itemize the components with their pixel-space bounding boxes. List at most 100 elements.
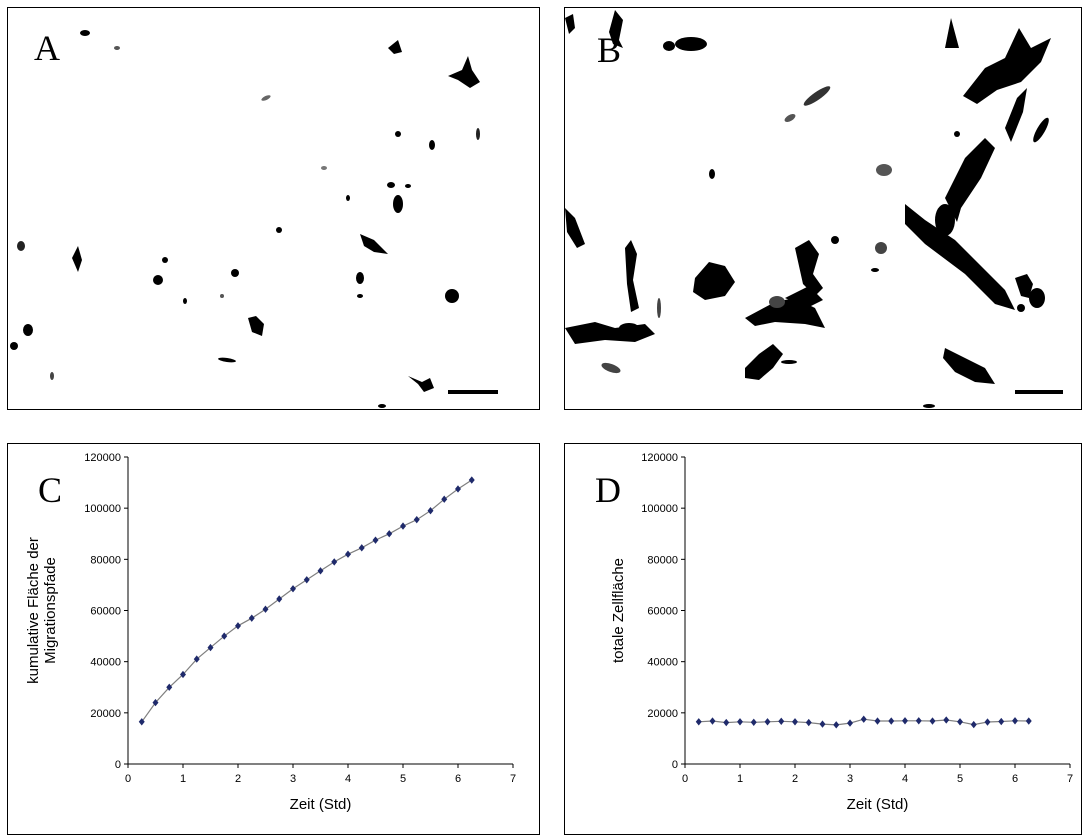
- chart-d-x-tick-label: 6: [1012, 773, 1018, 785]
- chart-c-y-tick-label: 0: [115, 759, 121, 771]
- chart-d-data-point: [888, 717, 895, 725]
- chart-c-data-point: [152, 698, 159, 707]
- chart-d-data-point: [819, 720, 826, 728]
- chart-d-y-tick-label: 80000: [647, 554, 678, 566]
- chart-c-series-line: [141, 479, 473, 723]
- chart-c-data-point: [358, 544, 365, 552]
- chart-c-x-tick-label: 7: [510, 773, 516, 785]
- micrograph-b: [565, 10, 1051, 408]
- chart-c-x-tick-label: 5: [400, 773, 406, 785]
- chart-c-data-point: [345, 550, 351, 558]
- chart-c-y-tick-label: 120000: [84, 452, 121, 464]
- chart-d-data-point: [737, 718, 743, 726]
- chart-d-y-tick-label: 40000: [647, 657, 678, 669]
- chart-d-data-point: [764, 718, 771, 726]
- chart-c-data-point: [317, 567, 324, 575]
- panel-b: B: [564, 7, 1082, 410]
- panel-letter-c: C: [38, 470, 63, 510]
- chart-c-data-point: [400, 522, 406, 530]
- chart-d-data-point: [1012, 717, 1018, 725]
- chart-c-data-point: [138, 718, 145, 726]
- chart-d-x-tick-label: 4: [902, 773, 908, 785]
- chart-c-data-point: [193, 655, 200, 663]
- chart-c-data-point: [248, 614, 255, 622]
- chart-c-y-tick-label: 20000: [90, 708, 121, 720]
- chart-c-data-point: [166, 683, 173, 691]
- chart-d-data-point: [805, 718, 812, 727]
- chart-d-y-tick-label: 120000: [641, 452, 678, 464]
- chart-c-y-axis-title: kumulative Fläche der: [25, 537, 42, 684]
- chart-c-y-axis-title: Migrationspfade: [42, 557, 59, 664]
- chart-d-data-point: [1025, 717, 1032, 725]
- chart-d-data-point: [792, 718, 798, 726]
- chart-d-y-tick-label: 100000: [641, 503, 678, 515]
- chart-c-data-point: [441, 495, 448, 503]
- chart-c-x-tick-label: 4: [345, 773, 351, 785]
- chart-c-data-point: [262, 605, 269, 613]
- chart-c-x-tick-label: 1: [180, 773, 186, 785]
- chart-c-x-tick-label: 3: [290, 773, 296, 785]
- chart-d-data-point: [695, 718, 702, 726]
- chart-d-y-tick-label: 0: [672, 759, 678, 771]
- chart-c-data-point: [276, 595, 283, 603]
- chart-c-data-point: [455, 485, 461, 493]
- chart-d-data-point: [902, 717, 908, 725]
- chart-d-data-point: [723, 718, 730, 727]
- chart-c-data-point: [221, 632, 228, 640]
- chart-d-data-point: [833, 721, 840, 729]
- chart-d-data-point: [778, 717, 785, 725]
- chart-c-data-point: [372, 536, 379, 544]
- chart-d-data-point: [874, 717, 881, 725]
- panel-letter-a: A: [34, 28, 60, 68]
- chart-c-data-point: [303, 576, 310, 584]
- chart-c-data-point: [468, 476, 475, 484]
- chart-d-data-point: [750, 718, 757, 726]
- chart-d-data-point: [943, 716, 950, 724]
- panel-c: 0 20000 40000 60000 80000 100000 120000 0 1 2 3 4 5 6…: [7, 443, 540, 835]
- chart-d-y-tick-label: 20000: [647, 708, 678, 720]
- chart-c-x-tick-label: 2: [235, 773, 241, 785]
- chart-c-x-tick-label: 0: [125, 773, 131, 785]
- chart-d-data-point: [709, 717, 716, 725]
- chart-d-data-point: [915, 717, 922, 725]
- micrograph-a: [10, 30, 480, 408]
- chart-c-y-tick-label: 80000: [90, 554, 121, 566]
- chart-d-y-axis-title: totale Zellfläche: [610, 558, 627, 663]
- chart-c-data-point: [427, 507, 434, 515]
- scale-bar: [1015, 390, 1063, 394]
- chart-d-x-tick-label: 2: [792, 773, 798, 785]
- scale-bar: [448, 390, 498, 394]
- chart-c-y-tick-label: 100000: [84, 503, 121, 515]
- chart-c-y-tick-label: 40000: [90, 657, 121, 669]
- chart-c: 0 20000 40000 60000 80000 100000 120000 0 1 2 3 4 5 6…: [25, 452, 516, 813]
- chart-d-data-point: [847, 719, 853, 727]
- chart-d-data-point: [984, 718, 991, 726]
- chart-d-x-axis-title: Zeit (Std): [847, 796, 909, 813]
- chart-d-data-point: [957, 718, 963, 726]
- chart-d-data-point: [998, 717, 1005, 726]
- chart-d-x-tick-label: 5: [957, 773, 963, 785]
- chart-d: 0 20000 40000 60000 80000 100000 120000 0 1 2 3 4 5 6…: [610, 452, 1073, 813]
- chart-d-x-tick-label: 0: [682, 773, 688, 785]
- chart-c-x-axis-title: Zeit (Std): [290, 796, 352, 813]
- chart-c-data-point: [235, 622, 241, 630]
- chart-d-data-point: [929, 717, 936, 725]
- panel-a: A: [7, 7, 540, 410]
- chart-d-x-tick-label: 7: [1067, 773, 1073, 785]
- chart-c-data-point: [331, 558, 338, 566]
- panel-d: 0 20000 40000 60000 80000 100000 120000 0 1 2 3 4 5 6…: [564, 443, 1082, 835]
- chart-d-x-tick-label: 3: [847, 773, 853, 785]
- chart-d-data-point: [860, 715, 867, 723]
- chart-d-x-tick-label: 1: [737, 773, 743, 785]
- chart-c-data-point: [290, 585, 296, 593]
- chart-c-data-point: [386, 530, 393, 538]
- chart-c-data-point: [207, 643, 214, 652]
- chart-c-data-point: [180, 670, 186, 679]
- chart-d-data-point: [970, 720, 977, 729]
- chart-c-data-point: [413, 516, 420, 524]
- chart-c-x-tick-label: 6: [455, 773, 461, 785]
- chart-d-y-tick-label: 60000: [647, 606, 678, 618]
- panel-letter-b: B: [597, 30, 622, 70]
- chart-c-y-tick-label: 60000: [90, 606, 121, 618]
- panel-letter-d: D: [595, 470, 621, 510]
